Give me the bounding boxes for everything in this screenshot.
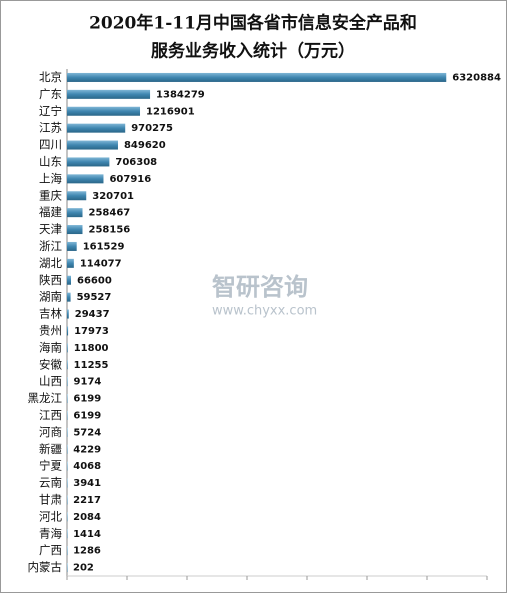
bar [67,157,110,167]
value-label: 1286 [73,546,101,557]
bar [67,563,68,573]
bar [67,461,68,471]
y-tick-label: 黑龙江 [28,391,63,405]
bar [67,174,104,184]
value-label: 607916 [109,174,151,185]
bar [67,343,68,353]
y-tick-label: 湖北 [39,256,62,270]
value-label: 11800 [74,343,109,354]
value-label: 320701 [92,191,134,202]
value-label: 706308 [115,157,157,168]
y-tick-label: 江西 [39,408,62,422]
y-tick-label: 辽宁 [39,104,62,118]
y-tick-label: 重庆 [39,188,62,202]
bar [67,309,69,319]
bar [67,191,87,201]
bar [67,444,68,454]
value-label: 161529 [83,241,125,252]
bar [67,72,447,82]
value-label: 66600 [77,275,112,286]
y-tick-label: 四川 [39,138,62,152]
bar [67,140,118,150]
bar [67,377,68,387]
watermark: 智研咨询 [212,273,308,301]
y-tick-label: 广东 [39,87,62,101]
bar [67,360,68,370]
value-label: 258467 [89,208,131,219]
y-tick-label: 湖南 [39,290,62,304]
value-label: 2084 [73,512,101,523]
value-label: 6320884 [452,72,501,83]
value-label: 4068 [73,461,101,472]
value-label: 9174 [74,377,102,388]
bar [67,208,83,218]
y-tick-label: 天津 [39,222,62,236]
y-tick-label: 广西 [39,543,62,557]
bar [67,394,68,404]
watermark: www.chyxx.com [212,304,317,319]
value-label: 1414 [73,529,101,540]
value-label: 1384279 [156,89,205,100]
y-tick-label: 上海 [39,171,62,185]
bar [67,326,69,336]
bar [67,546,68,556]
y-tick-label: 山西 [39,374,62,388]
value-label: 6199 [73,410,101,421]
bar [67,225,83,235]
value-label: 17973 [74,326,109,337]
bar [67,478,68,488]
value-label: 29437 [75,309,110,320]
bar [67,89,151,99]
value-label: 1216901 [146,106,195,117]
y-tick-label: 海南 [39,340,62,354]
bar [67,258,74,268]
value-label: 849620 [124,140,166,151]
value-label: 3941 [73,478,101,489]
y-tick-label: 河北 [39,509,62,523]
bar [67,106,141,116]
bar [67,123,126,133]
y-tick-label: 浙江 [39,239,62,253]
y-tick-label: 吉林 [39,307,62,321]
value-label: 4229 [73,444,101,455]
y-tick-label: 山东 [39,154,62,168]
bar [67,275,71,285]
bar [67,241,77,251]
y-tick-label: 贵州 [39,323,62,337]
value-label: 114077 [80,258,122,269]
y-tick-label: 青海 [39,526,62,540]
value-label: 202 [73,563,94,574]
bar [67,495,68,505]
bar [67,512,68,522]
y-tick-label: 陕西 [39,273,62,287]
y-tick-label: 内蒙古 [28,560,63,574]
value-label: 2217 [73,495,101,506]
y-tick-label: 江苏 [39,121,62,135]
bar [67,427,68,437]
chart-title: 2020年1-11月中国各省市信息安全产品和 [89,13,417,34]
y-tick-label: 宁夏 [39,459,62,473]
bar [67,292,71,302]
y-tick-label: 北京 [39,70,62,84]
value-label: 5724 [73,427,101,438]
y-tick-label: 安徽 [39,357,62,371]
y-tick-label: 云南 [39,476,62,490]
y-tick-label: 河商 [39,425,62,439]
y-tick-label: 甘肃 [39,492,62,506]
bar [67,410,68,420]
bar [67,529,68,539]
value-label: 6199 [73,394,101,405]
y-tick-label: 福建 [39,205,62,219]
chart-title: 服务业务收入统计（万元） [151,41,355,62]
value-label: 11255 [74,360,109,371]
value-label: 970275 [131,123,173,134]
value-label: 258156 [88,225,130,236]
y-tick-label: 新疆 [39,442,62,456]
value-label: 59527 [77,292,112,303]
